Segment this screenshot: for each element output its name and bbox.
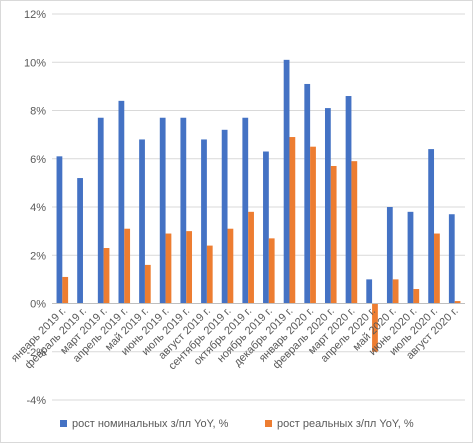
bar	[289, 137, 296, 304]
bar	[454, 301, 461, 304]
bar	[180, 117, 187, 304]
bar	[448, 214, 455, 304]
bar	[227, 228, 234, 304]
legend-label: рост реальных з/пл YoY, %	[277, 418, 414, 430]
bar	[268, 238, 275, 304]
bar	[434, 233, 440, 304]
y-tick-label: 6%	[30, 154, 46, 166]
bar	[407, 211, 414, 304]
bar	[62, 276, 69, 304]
bar	[413, 289, 420, 304]
bar	[97, 117, 104, 304]
legend-swatch	[60, 420, 67, 427]
bar	[144, 264, 151, 304]
bar	[283, 59, 290, 304]
y-tick-label: -2%	[26, 347, 46, 359]
bar	[372, 303, 378, 352]
bar	[186, 231, 193, 304]
bar	[206, 245, 213, 304]
bar	[118, 100, 125, 304]
bar	[221, 129, 228, 304]
bar	[242, 117, 249, 304]
bar	[366, 279, 373, 304]
bar	[345, 96, 352, 304]
y-tick-label: 8%	[30, 106, 46, 118]
bar	[124, 228, 131, 304]
bar	[248, 211, 254, 304]
y-tick-label: 2%	[30, 250, 46, 262]
bar	[351, 161, 358, 304]
bar	[201, 139, 207, 304]
bar	[165, 233, 172, 304]
y-tick-label: 0%	[30, 299, 46, 311]
bar	[77, 178, 83, 304]
y-tick-label: -4%	[26, 395, 46, 407]
bar	[330, 165, 337, 304]
y-tick-label: 10%	[24, 57, 46, 69]
bar	[304, 83, 311, 304]
legend-swatch	[265, 420, 272, 427]
bar	[428, 149, 435, 304]
legend-label: рост номинальных з/пл YoY, %	[72, 418, 229, 430]
y-tick-label: 4%	[30, 202, 46, 214]
bar	[263, 151, 269, 304]
bar	[159, 117, 166, 304]
bar	[103, 248, 110, 304]
y-tick-label: 12%	[24, 9, 46, 21]
bar	[324, 108, 331, 304]
bar	[386, 207, 393, 304]
bar	[56, 156, 63, 304]
bar	[139, 139, 145, 304]
bar	[310, 146, 316, 304]
bar	[392, 279, 399, 304]
